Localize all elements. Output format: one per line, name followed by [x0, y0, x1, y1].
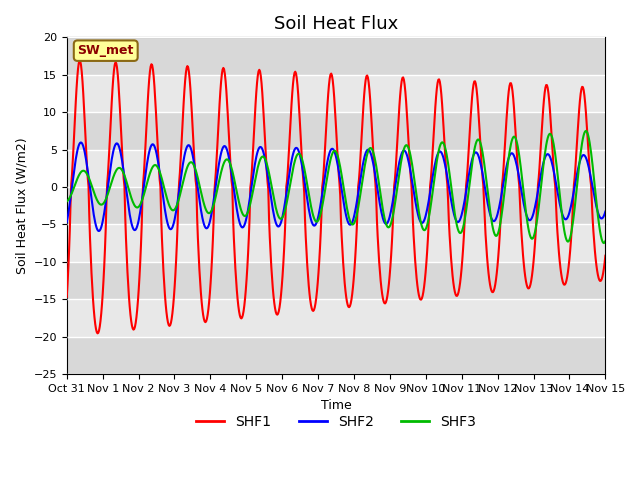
SHF3	[401, 143, 409, 149]
Bar	[67, 336, 605, 374]
SHF2	[63, 219, 70, 225]
SHF1	[419, 293, 426, 299]
SHF2	[403, 152, 411, 158]
Line: SHF2: SHF2	[67, 143, 605, 231]
Bar	[67, 224, 605, 262]
X-axis label: Time: Time	[321, 399, 351, 412]
SHF3	[183, 166, 191, 172]
SHF1	[130, 327, 138, 333]
SHF1	[73, 86, 81, 92]
SHF3	[417, 220, 425, 226]
Title: Soil Heat Flux: Soil Heat Flux	[274, 15, 398, 33]
SHF2	[130, 226, 138, 232]
SHF1	[76, 58, 83, 63]
SHF1	[212, 157, 220, 163]
SHF3	[63, 199, 70, 204]
Line: SHF3: SHF3	[67, 131, 605, 243]
SHF2	[73, 152, 81, 158]
SHF1	[184, 64, 192, 70]
SHF1	[93, 330, 101, 336]
SHF1	[63, 294, 70, 300]
SHF3	[128, 197, 136, 203]
Bar	[67, 187, 605, 224]
Text: SW_met: SW_met	[77, 44, 134, 57]
SHF3	[73, 178, 81, 184]
Bar	[67, 150, 605, 187]
Line: SHF1: SHF1	[67, 60, 605, 333]
SHF1	[403, 110, 411, 116]
Bar	[67, 262, 605, 299]
SHF2	[184, 143, 192, 148]
SHF2	[419, 220, 426, 226]
Bar	[67, 75, 605, 112]
SHF2	[212, 177, 220, 182]
SHF2	[95, 228, 103, 234]
Y-axis label: Soil Heat Flux (W/m2): Soil Heat Flux (W/m2)	[15, 137, 28, 274]
Bar	[67, 112, 605, 150]
SHF3	[602, 238, 609, 244]
Bar	[67, 37, 605, 75]
SHF3	[582, 128, 589, 134]
Bar	[67, 299, 605, 336]
SHF2	[77, 140, 85, 145]
SHF2	[602, 209, 609, 215]
SHF3	[211, 196, 219, 202]
Legend: SHF1, SHF2, SHF3: SHF1, SHF2, SHF3	[191, 409, 482, 434]
SHF3	[600, 240, 608, 246]
SHF1	[602, 253, 609, 259]
